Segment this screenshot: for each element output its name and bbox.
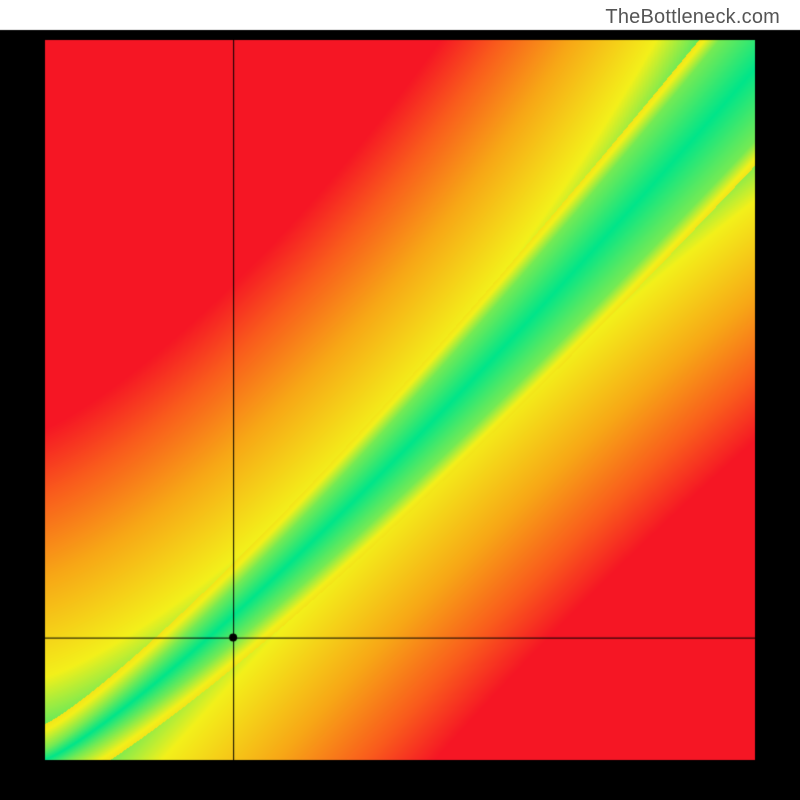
bottleneck-heatmap	[0, 0, 800, 800]
watermark-text: TheBottleneck.com	[605, 6, 780, 29]
